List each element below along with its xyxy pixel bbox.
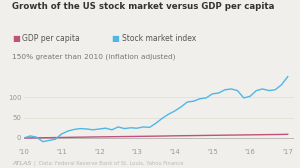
Text: Growth of the US stock market versus GDP per capita: Growth of the US stock market versus GDP… [12, 2, 274, 11]
Text: ■: ■ [111, 34, 119, 43]
Text: ATLAS: ATLAS [12, 161, 32, 166]
Text: GDP per capita: GDP per capita [22, 34, 80, 43]
Text: 150% greater than 2010 (inflation adjusted): 150% greater than 2010 (inflation adjust… [12, 54, 175, 60]
Text: Stock market index: Stock market index [122, 34, 196, 43]
Text: |  Data: Federal Reserve Bank of St. Louis, Yahoo Finance: | Data: Federal Reserve Bank of St. Loui… [34, 161, 184, 166]
Text: ■: ■ [12, 34, 20, 43]
